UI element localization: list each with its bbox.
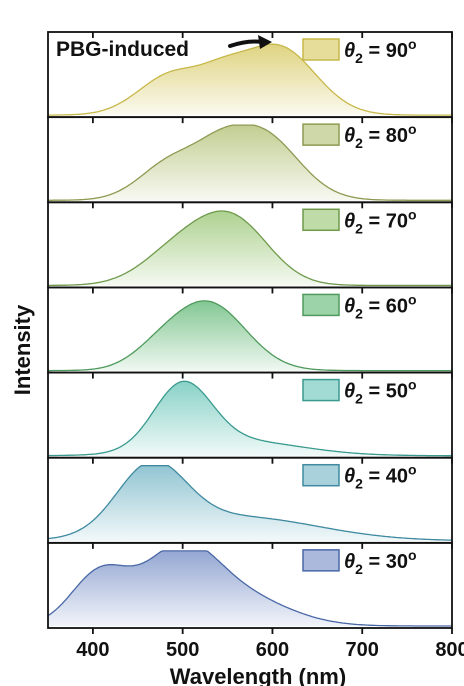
legend-label-70: θ2 = 70o [344,206,417,236]
x-tick-label: 500 [166,639,199,661]
annotation-arrow [228,39,264,48]
spectrum-line-60 [48,300,452,372]
panel-theta-80: θ2 = 80o [47,116,453,204]
legend-label-30: θ2 = 30o [344,547,417,577]
y-axis-label: Intensity [10,304,35,395]
x-tick-label: 600 [256,639,289,661]
spectrum-line-30 [47,550,452,627]
panel-frame [47,541,453,629]
panels-group: θ2 = 90o θ2 = 80o θ2 = 70o θ2 = 60o θ2 = 50o… [47,31,453,629]
x-tick-label: 400 [76,639,109,661]
panel-theta-50: θ2 = 50o [47,371,453,459]
legend-label-90: θ2 = 90o [344,36,417,66]
spectrum-line-70 [48,210,452,287]
panel-theta-60: θ2 = 60o [47,286,453,374]
spectrum-fill-40 [48,465,452,541]
spectrum-fill-50 [48,381,452,456]
x-axis-label: Wavelength (nm) [170,664,346,686]
legend-label-40: θ2 = 40o [344,462,417,492]
legend-label-50: θ2 = 50o [344,377,417,407]
panel-theta-90: θ2 = 90o [47,31,453,119]
x-tick-label: 700 [346,639,379,661]
legend-swatch-50 [302,378,340,402]
spectrum-fill-30 [48,550,452,626]
panel-theta-70: θ2 = 70o [47,201,453,289]
spectrum-line-40 [47,465,453,541]
legend-swatch-80 [302,123,340,146]
legend-label-80: θ2 = 80o [344,121,417,151]
spectrum-line-90 [48,43,452,116]
x-tick-label: 800 [435,639,464,661]
spectrum-fill-80 [48,125,452,201]
spectrum-fill-60 [48,300,452,371]
panel-theta-30: θ2 = 30o [47,541,453,629]
legend-swatch-70 [302,208,340,232]
legend-swatch-60 [302,293,340,317]
legend-swatch-40 [302,463,340,487]
legend-swatch-90 [302,38,340,61]
spectrum-line-80 [48,124,452,201]
x-axis: 400 500 600 700 800 [76,628,464,661]
pbg-annotation: PBG-induced [56,35,272,61]
spectrum-fill-90 [48,44,452,116]
legend-label-60: θ2 = 60o [344,291,417,321]
panel-theta-40: θ2 = 40o [47,456,453,544]
annotation-text: PBG-induced [56,38,189,61]
spectrum-fill-70 [48,211,452,286]
spectrum-line-50 [48,380,452,457]
annotation-arrowhead [258,35,272,49]
legend-swatch-30 [302,549,340,572]
